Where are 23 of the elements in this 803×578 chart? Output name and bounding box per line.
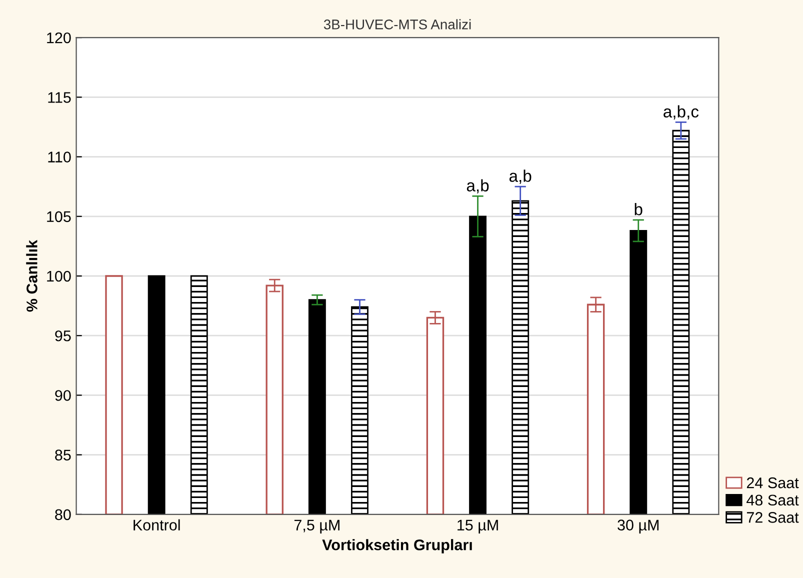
annotation: a,b (509, 170, 532, 184)
y-tick-label: 90 (55, 390, 71, 401)
y-tick-label: 100 (47, 270, 71, 282)
y-tick-label: 120 (47, 32, 71, 44)
y-tick-label: 105 (47, 211, 71, 222)
annotation: b (634, 203, 642, 216)
annotation: a,b,c (664, 105, 699, 120)
x-axis-title: Vortioksetin Grupları (322, 539, 472, 554)
legend-label: 48 Saat (746, 494, 799, 506)
x-tick-label: Kontrol (134, 519, 180, 531)
x-tick-label: 15 µM (458, 520, 498, 534)
y-tick-label: 115 (48, 92, 71, 103)
y-tick-label: 95 (55, 330, 71, 342)
y-tick-label: 85 (55, 450, 71, 460)
legend-label: 24 Saat (746, 477, 799, 488)
y-tick-label: 80 (55, 509, 71, 520)
x-tick-label: 30 µM (618, 520, 659, 534)
chart-title: 3B-HUVEC-MTS Analizi (324, 19, 471, 30)
x-tick-label: 7,5 µM (294, 520, 340, 534)
y-tick-label: 110 (48, 152, 71, 162)
legend-label: 72 Saat (746, 512, 799, 523)
y-axis-title: % Canlılık (26, 240, 38, 312)
annotation: a,b (466, 179, 489, 194)
